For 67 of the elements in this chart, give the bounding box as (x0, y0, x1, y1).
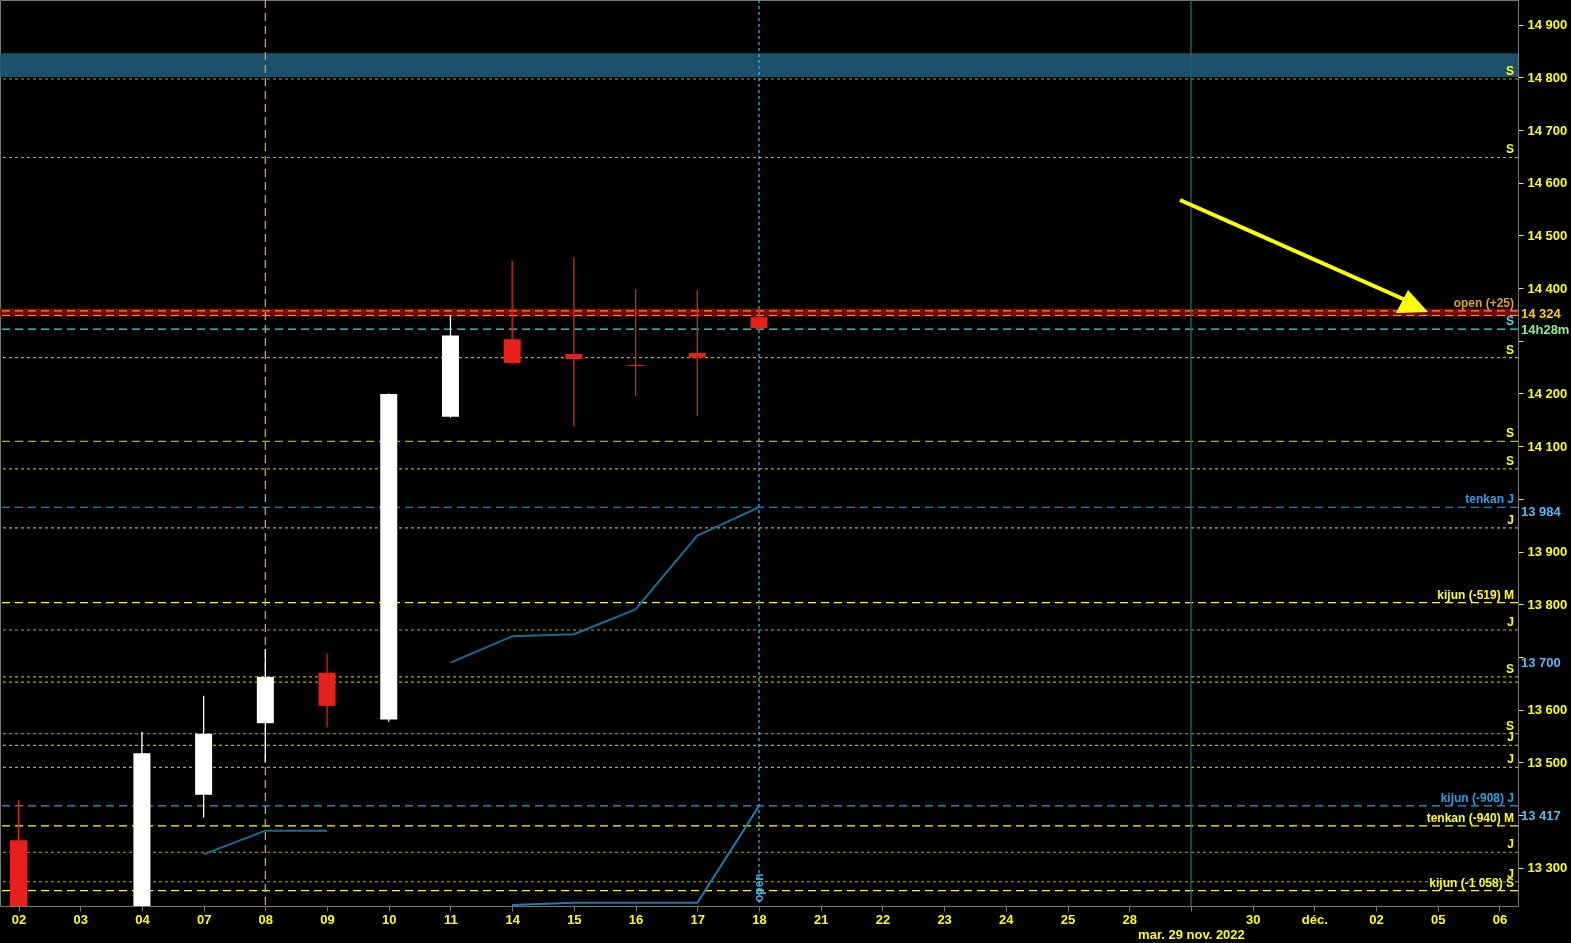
y-tick-label: 14 700 (1527, 122, 1568, 138)
y-tick-label: 13 500 (1527, 754, 1568, 770)
text: 13 984 (1521, 504, 1562, 519)
text: 14 324 (1521, 306, 1562, 321)
ref-line-label: S (1505, 314, 1514, 329)
ref-line-label: kijun (-519) M (1437, 587, 1514, 602)
ref-line-label: J (1507, 512, 1514, 527)
x-tick-label: 09 (320, 911, 335, 927)
x-tick-label: 15 (567, 911, 582, 927)
y-tick-label: 13 900 (1527, 544, 1568, 559)
ref-line-label: tenkan (-940) M (1426, 810, 1514, 825)
x-tick-label: 16 (628, 911, 644, 927)
y-tick-label: 13 800 (1527, 596, 1568, 612)
x-tick-label: 17 (690, 911, 706, 927)
x-tick-label: 04 (135, 911, 151, 927)
y-tick-label: 14 900 (1527, 17, 1568, 33)
candlestick (565, 256, 583, 428)
x-tick-label: 07 (196, 911, 212, 927)
x-tick-label: 21 (813, 911, 829, 927)
x-tick-label: 02 (1369, 911, 1384, 927)
x-tick-label: déc. (1301, 911, 1328, 927)
ref-line-label: J (1507, 614, 1514, 629)
x-tick-label: 02 (11, 911, 27, 927)
ref-line-label: kijun (-908) J (1440, 790, 1514, 805)
y-tick-label: 13 300 (1527, 860, 1568, 876)
x-tick-label: mar. 29 nov. 2022 (1138, 926, 1245, 942)
candlestick (503, 260, 521, 366)
x-tick-label: 08 (258, 911, 274, 927)
x-tick-label: 24 (999, 911, 1015, 927)
ref-line-label: open (752, 873, 766, 902)
x-tick-label: 25 (1060, 911, 1076, 927)
x-tick-label: 30 (1245, 911, 1261, 927)
ref-line-label: open (+25) (1453, 295, 1514, 310)
x-tick-label: 10 (382, 911, 397, 927)
x-tick-label: 18 (752, 911, 767, 927)
y-tick-label: 13 600 (1527, 702, 1568, 718)
y-tick-label: 14 400 (1527, 280, 1568, 296)
x-tick-label: 11 (444, 911, 458, 927)
x-tick-label: 05 (1431, 911, 1446, 927)
ref-line-label: J (1507, 730, 1514, 745)
text: 13 700 (1521, 655, 1561, 670)
candlestick (750, 306, 768, 331)
ref-line-label: J (1507, 752, 1514, 767)
ref-line-label: S (1505, 342, 1514, 357)
text: 13 417 (1521, 808, 1561, 823)
ref-line-label: S (1505, 64, 1514, 79)
y-tick-label: 14 100 (1527, 438, 1568, 454)
y-tick-label: 14 600 (1527, 175, 1568, 191)
ref-line-label: J (1507, 837, 1514, 852)
candlestick (627, 288, 645, 397)
ref-line-label: S (1505, 661, 1514, 676)
ref-line-label: S (1505, 718, 1514, 733)
x-tick-label: 28 (1122, 911, 1137, 927)
y-tick-label: 14 500 (1527, 227, 1568, 243)
candlestick (688, 289, 706, 417)
ref-line-label: S (1505, 426, 1514, 441)
ref-line-label: S (1505, 142, 1514, 157)
x-tick-label: 22 (875, 911, 891, 927)
x-tick-label: 03 (73, 911, 88, 927)
x-tick-label: 06 (1492, 911, 1508, 927)
ref-line-label: S (1505, 453, 1514, 468)
y-tick-label: 14 200 (1527, 385, 1568, 401)
y-tick-label: 14 800 (1527, 69, 1568, 85)
x-tick-label: 23 (937, 911, 952, 927)
text: 14h28m (1521, 322, 1570, 337)
x-tick-label: 14 (505, 911, 521, 927)
ref-line-label: tenkan J (1465, 492, 1514, 507)
